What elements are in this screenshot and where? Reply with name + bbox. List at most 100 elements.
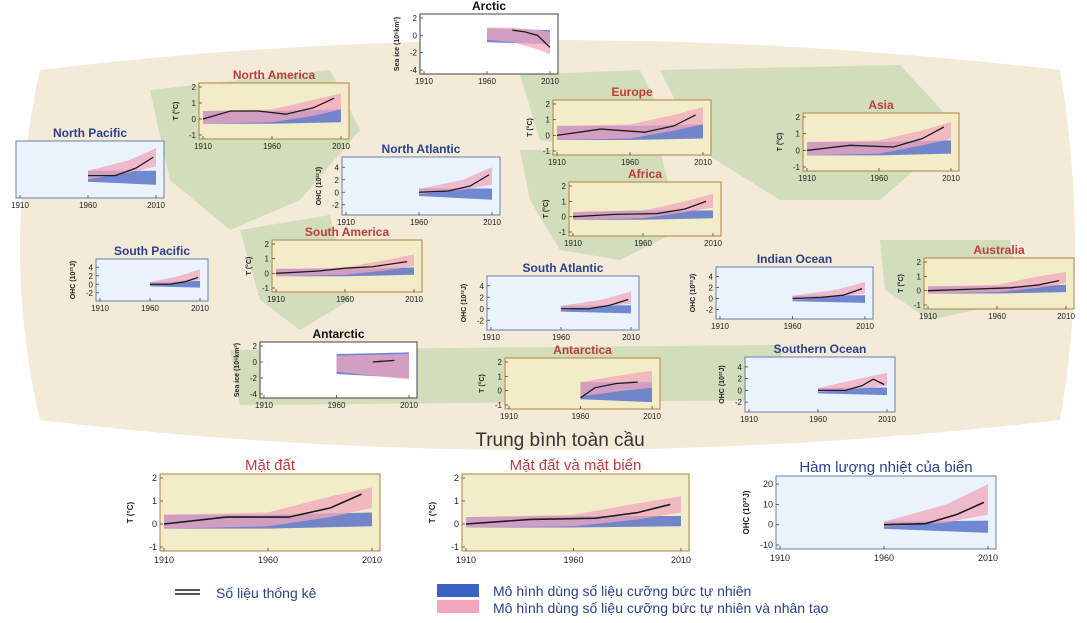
panel-arctic-ytick-label: 0 (413, 31, 418, 40)
panel-africa-natural-anthro-band (573, 193, 713, 220)
panel-mat-dat-va-mat-bien-xtick-label: 1960 (563, 555, 583, 565)
panel-antarctic-ytick-label: -2 (250, 374, 258, 383)
panel-south-atlantic-title: South Atlantic (523, 261, 604, 275)
panel-indian-ocean-ylabel: OHC (10²²J) (690, 274, 697, 313)
panel-north-atlantic-ytick-label: -2 (332, 201, 340, 210)
panel-antarctic: Antarctic Sea ice (10⁶km²) 2 0 -2 -4 1910 1960 2… (234, 327, 418, 410)
panel-asia-ytick-label: 2 (796, 113, 801, 122)
panel-ham-luong-nhiet-cua-bien-xtick-label: 1960 (874, 553, 894, 563)
panel-arctic-ytick-label: -4 (410, 66, 418, 75)
panel-europe-ytick-label: 2 (546, 100, 551, 109)
panel-north-atlantic-xtick-label: 1960 (410, 218, 428, 227)
panel-europe-natural-anthro-band (557, 107, 703, 141)
panel-australia-ytick-label: -1 (914, 301, 922, 310)
panel-north-atlantic-xtick-label: 1910 (337, 218, 355, 227)
panel-southern-ocean-ytick-label: 2 (738, 375, 743, 384)
panel-europe-ytick-label: 0 (546, 131, 551, 140)
panel-south-america-xtick-label: 1910 (267, 295, 285, 304)
panel-south-atlantic-xtick-label: 2010 (622, 333, 640, 342)
panel-antarctica: Antarctica T (°C) 2 1 0 -1 1910 1960 2010 (478, 343, 661, 421)
panel-indian-ocean-observations-line (792, 287, 863, 300)
panel-southern-ocean-ytick-label: 4 (738, 363, 743, 372)
panel-australia-xtick-label: 2010 (1057, 312, 1075, 321)
panel-antarctica-xtick-label: 2010 (643, 412, 661, 421)
panel-south-america-ylabel: T (°C) (245, 257, 253, 276)
panel-north-atlantic-xtick-label: 2010 (483, 218, 501, 227)
panel-south-atlantic: South Atlantic OHC (10²²J) 4 2 0 -2 1910 1960 20… (461, 261, 640, 342)
panel-africa-observations-line (572, 200, 707, 218)
panel-europe-xtick-label: 2010 (694, 158, 712, 167)
panel-mat-dat-va-mat-bien-xtick-label: 2010 (671, 555, 691, 565)
panel-ham-luong-nhiet-cua-bien-ylabel: OHC (10²²J) (742, 490, 751, 534)
panel-north-america-natural-anthro-band (203, 93, 341, 124)
panel-ham-luong-nhiet-cua-bien-ytick-label: -10 (760, 540, 773, 550)
panel-ham-luong-nhiet-cua-bien-ytick-label: 10 (763, 499, 773, 509)
panel-arctic-ytick-label: 2 (413, 14, 418, 23)
panel-north-atlantic-observations-line (418, 174, 490, 193)
panel-africa-xtick-label: 1910 (564, 239, 582, 248)
panel-north-pacific-title: North Pacific (53, 126, 127, 140)
panel-south-pacific: South Pacific OHC (10²²J) 420-2 1910 1960 201… (70, 244, 209, 313)
panel-southern-ocean-xtick-label: 1960 (809, 415, 827, 424)
panel-antarctic-xtick-label: 1910 (255, 401, 273, 410)
panel-south-pacific-title: South Pacific (114, 244, 190, 258)
panel-asia-xtick-label: 1960 (870, 174, 888, 183)
panel-mat-dat-va-mat-bien-observations-line (465, 503, 671, 525)
panel-arctic-xtick-label: 1960 (478, 77, 496, 86)
panel-south-atlantic-xtick-label: 1960 (552, 333, 570, 342)
panel-south-america-ytick-label: 0 (265, 269, 270, 278)
legend-observations-label: Số liệu thống kê (216, 585, 317, 601)
global-average-title: Trung bình toàn cầu (475, 430, 644, 451)
panel-australia-xtick-label: 1910 (919, 312, 937, 321)
panel-arctic-ylabel: Sea ice (10⁶km²) (394, 17, 401, 71)
panel-southern-ocean-xtick-label: 1910 (740, 415, 758, 424)
panel-north-atlantic-ylabel: OHC (10²²J) (316, 167, 323, 206)
panel-africa-ytick-label: 1 (562, 197, 567, 206)
panel-europe-xtick-label: 1910 (548, 158, 566, 167)
panel-africa-ytick-label: 2 (562, 182, 567, 191)
panel-antarctica-ytick-label: -1 (495, 401, 503, 410)
panel-australia-xtick-label: 1960 (988, 312, 1006, 321)
panel-australia-ytick-label: 1 (917, 272, 922, 281)
panel-mat-dat-va-mat-bien: Mặt đất và mặt biển T (°C) 2 1 0 -1 1910 1960 20… (428, 457, 691, 565)
panel-asia: Asia T (°C) 2 1 0 -1 1910 1960 2010 (776, 98, 960, 183)
panel-mat-dat-ytick-label: 1 (152, 496, 157, 506)
panel-antarctic-ytick-label: 0 (253, 358, 258, 367)
panel-europe-title: Europe (611, 85, 653, 99)
panel-australia-observations-line (927, 279, 1060, 292)
panel-north-america-ytick-label: 0 (192, 115, 197, 124)
panel-south-america-xtick-label: 2010 (405, 295, 423, 304)
panel-antarctic-ytick-label: 2 (253, 342, 258, 351)
panel-antarctica-ytick-label: 2 (498, 358, 503, 367)
panel-south-america-xtick-label: 1960 (336, 295, 354, 304)
panel-indian-ocean-title: Indian Ocean (757, 252, 832, 266)
panel-south-america-ytick-label: 1 (265, 255, 270, 264)
panel-africa-ytick-label: -1 (559, 228, 567, 237)
panel-south-atlantic-xtick-label: 1910 (482, 333, 500, 342)
panel-indian-ocean-ytick-label: 4 (709, 273, 714, 282)
panel-ham-luong-nhiet-cua-bien-xtick-label: 1910 (770, 553, 790, 563)
panel-africa-ylabel: T (°C) (542, 200, 550, 219)
panel-north-pacific: North Pacific 1910 1960 2010 (11, 126, 165, 210)
panel-arctic-observations-line (512, 29, 551, 48)
panel-antarctica-title: Antarctica (553, 343, 612, 357)
panel-asia-ylabel: T (°C) (776, 133, 784, 152)
panel-south-america-ytick-label: -1 (262, 284, 270, 293)
panel-indian-ocean-xtick-label: 1910 (711, 322, 729, 331)
panel-mat-dat-ylabel: T (°C) (126, 501, 135, 523)
panel-mat-dat-xtick-label: 2010 (362, 555, 382, 565)
panel-antarctic-observations-line (372, 359, 395, 363)
panel-north-america-xtick-label: 2010 (332, 142, 350, 151)
legend-natural-label: Mô hình dùng số liệu cưỡng bức tự nhiên (493, 583, 751, 599)
panel-north-america-ytick-label: 1 (192, 99, 197, 108)
panel-south-america-natural-anthro-band (276, 254, 414, 277)
panel-asia-ytick-label: -1 (793, 163, 801, 172)
panel-australia: Australia T (°C) 2 1 0 -1 1910 1960 2010 (897, 243, 1075, 321)
panel-south-pacific-ytick-label: 0 (89, 280, 94, 289)
panel-south-america-ytick-label: 2 (265, 240, 270, 249)
panel-southern-ocean-ytick-label: 0 (738, 386, 743, 395)
panel-north-pacific-xtick-label: 1960 (79, 201, 97, 210)
panel-asia-natural-anthro-band (807, 122, 951, 156)
